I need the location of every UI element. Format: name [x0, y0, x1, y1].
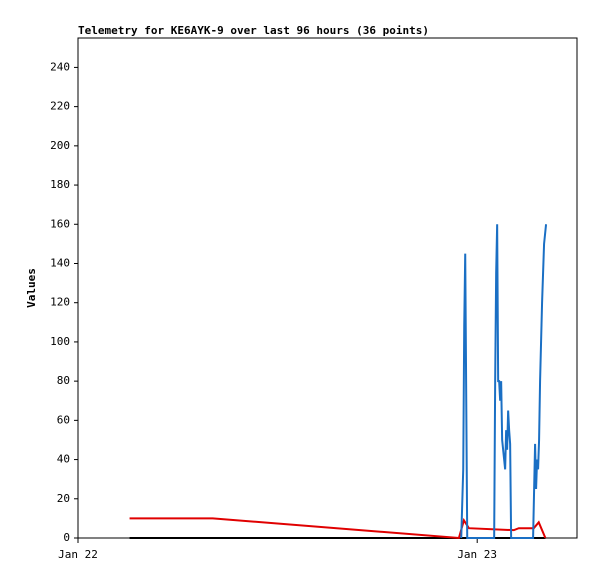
y-tick-label: 0	[63, 531, 70, 544]
y-tick-label: 180	[50, 178, 70, 191]
y-tick-label: 240	[50, 60, 70, 73]
y-tick-label: 220	[50, 100, 70, 113]
y-tick-label: 20	[57, 492, 70, 505]
y-tick-label: 140	[50, 256, 70, 269]
y-tick-label: 120	[50, 296, 70, 309]
y-tick-label: 60	[57, 413, 70, 426]
x-tick-label: Jan 22	[58, 548, 98, 561]
series-line	[460, 224, 548, 539]
y-tick-label: 80	[57, 374, 70, 387]
x-tick-label: Jan 23	[457, 548, 497, 561]
chart-title: Telemetry for KE6AYK-9 over last 96 hour…	[78, 24, 429, 37]
plot-frame	[77, 37, 578, 539]
y-tick-label: 100	[50, 335, 70, 348]
y-axis-label: Values	[25, 268, 38, 308]
y-tick-label: 200	[50, 139, 70, 152]
y-tick-label: 40	[57, 453, 70, 466]
series-line	[129, 517, 547, 540]
y-tick-label: 160	[50, 217, 70, 230]
